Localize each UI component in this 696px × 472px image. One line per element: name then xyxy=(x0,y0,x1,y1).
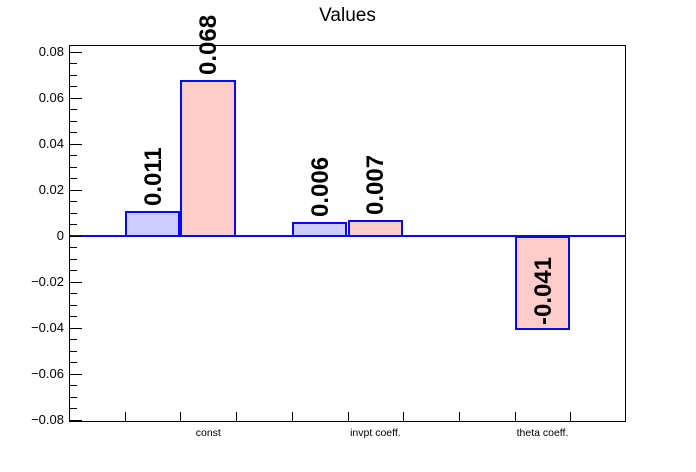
y-axis-tick-label: −0.08 xyxy=(31,411,64,427)
y-axis-tick-label: −0.06 xyxy=(31,365,64,381)
y-axis-minor-tick xyxy=(70,212,77,214)
bar-value-label: 0.068 xyxy=(195,14,223,75)
bar-value-label: 0.006 xyxy=(306,156,334,217)
y-axis-major-tick xyxy=(70,143,82,145)
y-axis-minor-tick xyxy=(70,258,77,260)
x-axis-tick xyxy=(180,412,182,421)
y-axis-minor-tick xyxy=(70,178,77,180)
bar-value-label: 0.011 xyxy=(139,146,167,206)
y-axis-minor-tick xyxy=(70,408,77,410)
x-axis-tick xyxy=(514,412,516,421)
y-axis-minor-tick xyxy=(70,166,77,168)
y-axis-tick-label: 0.02 xyxy=(38,181,64,197)
x-axis-tick xyxy=(458,412,460,421)
y-axis-tick-label: 0.04 xyxy=(38,135,64,151)
y-axis-major-tick xyxy=(70,373,82,375)
y-axis-minor-tick xyxy=(70,396,77,398)
x-axis-label-const: const xyxy=(195,427,221,439)
y-axis-major-tick xyxy=(70,419,82,421)
y-axis-tick-label: −0.02 xyxy=(31,273,64,289)
x-axis-tick xyxy=(347,412,349,421)
bar-value-label: 0.007 xyxy=(362,154,390,215)
x-axis-tick xyxy=(570,412,572,421)
y-axis-tick-label: −0.04 xyxy=(31,319,64,335)
y-axis-minor-tick xyxy=(70,201,77,203)
y-axis-major-tick xyxy=(70,235,82,237)
y-axis-minor-tick xyxy=(70,304,77,306)
y-axis-minor-tick xyxy=(70,155,77,157)
y-axis-minor-tick xyxy=(70,109,77,111)
chart-title: Values xyxy=(319,5,376,26)
y-axis-major-tick xyxy=(70,97,82,99)
y-axis-tick-label: 0.06 xyxy=(38,89,64,105)
bar-value-label: -0.041 xyxy=(529,256,557,325)
y-axis-major-tick xyxy=(70,281,82,283)
y-axis-major-tick xyxy=(70,189,82,191)
x-axis-tick xyxy=(124,412,126,421)
y-axis-major-tick xyxy=(70,327,82,329)
x-axis-tick xyxy=(236,412,238,421)
y-axis-minor-tick xyxy=(70,339,77,341)
x-axis-tick xyxy=(291,412,293,421)
y-axis-minor-tick xyxy=(70,270,77,272)
y-axis-major-tick xyxy=(70,51,82,53)
y-axis-minor-tick xyxy=(70,350,77,352)
y-axis-minor-tick xyxy=(70,74,77,76)
y-axis-minor-tick xyxy=(70,385,77,387)
zero-line xyxy=(69,234,626,237)
y-axis-minor-tick xyxy=(70,293,77,295)
y-axis-minor-tick xyxy=(70,63,77,65)
y-axis-tick-label: 0 xyxy=(56,227,64,243)
y-axis-minor-tick xyxy=(70,316,77,318)
y-axis-minor-tick xyxy=(70,132,77,134)
x-axis-label-theta-coeff-: theta coeff. xyxy=(516,427,569,439)
y-axis-minor-tick xyxy=(70,86,77,88)
bar-pink-series-theta-coeff- xyxy=(514,235,571,330)
plot-frame xyxy=(69,45,626,422)
y-axis-tick-label: 0.08 xyxy=(38,43,64,59)
y-axis-minor-tick xyxy=(70,362,77,364)
y-axis-minor-tick xyxy=(70,247,77,249)
x-axis-tick xyxy=(403,412,405,421)
y-axis-minor-tick xyxy=(70,120,77,122)
y-axis-minor-tick xyxy=(70,224,77,226)
x-axis-label-invpt-coeff-: invpt coeff. xyxy=(350,427,401,439)
